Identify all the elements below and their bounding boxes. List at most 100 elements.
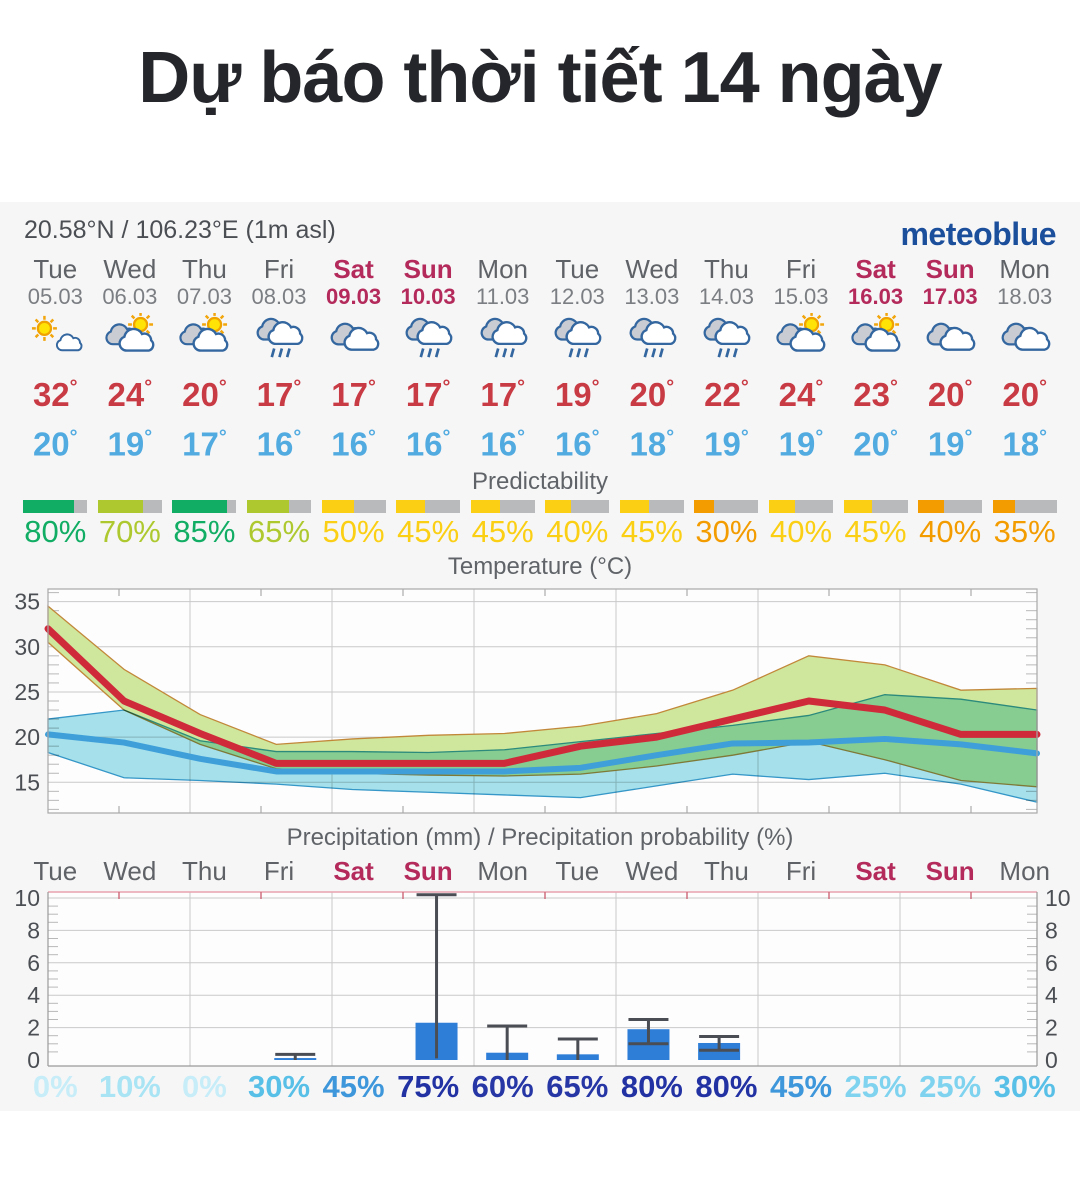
day-date: 09.03 (326, 284, 382, 309)
rain-icon (472, 313, 534, 361)
day-name: Sat (855, 254, 896, 284)
location-label: 20.58°N / 106.23°E (1m asl) (24, 216, 336, 244)
cloudy-icon (323, 313, 385, 361)
predictability-bar-track (321, 500, 386, 514)
svg-text:20: 20 (14, 725, 40, 751)
weather-icon-cell (18, 309, 93, 365)
max-temperature: 32° (32, 375, 78, 413)
day-date: 17.03 (922, 284, 978, 309)
page: Dự báo thời tiết 14 ngày 20.58°N / 106.2… (0, 38, 1080, 1112)
predictability-value: 40% (769, 514, 833, 550)
page-title: Dự báo thời tiết 14 ngày (138, 38, 942, 118)
day-names-row: Tue Wed Thu Fri Sat Sun Mon Tue Wed Thu Fri Sat Sun M… (0, 252, 1080, 284)
temperature-chart: 15 20 25 30 35 (14, 588, 1041, 815)
precipitation-chart: 0 0 2 2 4 4 6 6 8 8 10 10 (14, 886, 1071, 1073)
rain-icon (695, 313, 757, 361)
weather-icon-cell (465, 309, 540, 365)
day-date: 05.03 (27, 284, 83, 309)
day-name: Wed (103, 254, 157, 284)
weather-icon-cell (987, 309, 1062, 365)
precipitation-probability: 45% (769, 1069, 833, 1105)
day-date: 10.03 (400, 284, 456, 309)
svg-text:4: 4 (1045, 983, 1058, 1009)
weather-icon-cell (167, 309, 242, 365)
predictability-bar (316, 496, 391, 514)
day-name: Tue (555, 254, 600, 284)
day-date: 15.03 (773, 284, 829, 309)
min-temperature: 16° (331, 425, 376, 463)
predictability-value: 70% (98, 514, 161, 550)
day-name: Mon (477, 254, 528, 284)
svg-text:35: 35 (14, 589, 40, 615)
widget-header: 20.58°N / 106.23°E (1m asl) meteoblue (0, 214, 1080, 252)
precip-day-name: Thu (704, 856, 749, 887)
weather-icon-cell (540, 309, 615, 365)
precip-day-name: Tue (555, 856, 600, 887)
min-temperature: 19° (107, 425, 153, 463)
precip-day-name: Sat (855, 856, 896, 887)
max-temperature: 23° (853, 375, 898, 413)
svg-text:2: 2 (1045, 1015, 1058, 1041)
max-temperature: 20° (182, 375, 227, 413)
precipitation-probability: 65% (546, 1069, 609, 1105)
predictability-bar (987, 496, 1062, 514)
max-temperature: 24° (778, 375, 824, 413)
precipitation-probability: 45% (322, 1069, 385, 1105)
meteoblue-logo[interactable]: meteoblue (900, 216, 1056, 252)
precip-day-name: Mon (999, 856, 1050, 887)
min-temperature: 18° (1002, 425, 1048, 463)
day-name: Tue (33, 254, 78, 284)
weather-widget: 20.58°N / 106.23°E (1m asl) meteoblue Tu… (0, 202, 1080, 1112)
cloud-with-sun-icon (845, 313, 907, 361)
svg-text:30: 30 (14, 634, 40, 660)
max-temperature: 17° (405, 375, 451, 413)
predictability-bar-track (992, 500, 1057, 514)
weather-icon-cell (316, 309, 391, 365)
predictability-bar-track (23, 500, 88, 514)
day-date: 07.03 (176, 284, 232, 309)
predictability-bar-track (918, 500, 983, 514)
day-name: Sun (925, 254, 975, 284)
svg-text:6: 6 (27, 950, 40, 976)
temperature-chart-title: Temperature (°C) (447, 553, 633, 581)
predictability-bar (540, 496, 615, 514)
day-name: Sat (333, 254, 374, 284)
predictability-value: 35% (993, 514, 1056, 550)
day-name: Thu (704, 254, 749, 284)
weather-icon-cell (93, 309, 168, 365)
precipitation-day-row: Tue Wed Thu Fri Sat Sun Mon Tue Wed Thu Fri Sat Sun M… (0, 856, 1080, 886)
predictability-bar (838, 496, 913, 514)
min-temperature: 16° (554, 425, 600, 463)
precipitation-probability: 80% (695, 1069, 758, 1105)
precipitation-probability: 60% (471, 1069, 534, 1105)
predictability-bar-track (768, 500, 833, 514)
rain-icon (248, 313, 310, 361)
predictability-bar (242, 496, 317, 514)
precip-day-name: Mon (477, 856, 528, 887)
day-date: 18.03 (997, 284, 1053, 309)
weather-icon-cell (838, 309, 913, 365)
rain-icon (546, 313, 608, 361)
day-name: Mon (999, 254, 1050, 284)
max-temperature: 24° (107, 375, 153, 413)
precip-day-name: Tue (33, 856, 78, 887)
precipitation-probability: 30% (247, 1069, 311, 1105)
predictability-bar-track (172, 500, 237, 514)
predictability-value: 85% (173, 514, 236, 550)
predictability-bars-row (0, 496, 1080, 514)
max-temperature: 17° (331, 375, 376, 413)
svg-text:10: 10 (1045, 886, 1071, 911)
precip-day-name: Wed (625, 856, 679, 887)
precipitation-probability: 30% (993, 1069, 1056, 1105)
weather-icon-cell (615, 309, 690, 365)
precip-day-name: Thu (182, 856, 227, 887)
min-temperature: 18° (629, 425, 675, 463)
predictability-value: 40% (919, 514, 982, 550)
min-temperature: 20° (853, 425, 898, 463)
min-temperature: 19° (778, 425, 824, 463)
cloud-with-sun-icon (770, 313, 832, 361)
min-temperature: 16° (405, 425, 451, 463)
day-name: Sun (403, 254, 453, 284)
max-temperature: 17° (480, 375, 526, 413)
predictability-values-row: 80% 70% 85% 65% 50% 45% 45% 40% 45% 30% 40% 45% 40% 3… (0, 513, 1080, 550)
